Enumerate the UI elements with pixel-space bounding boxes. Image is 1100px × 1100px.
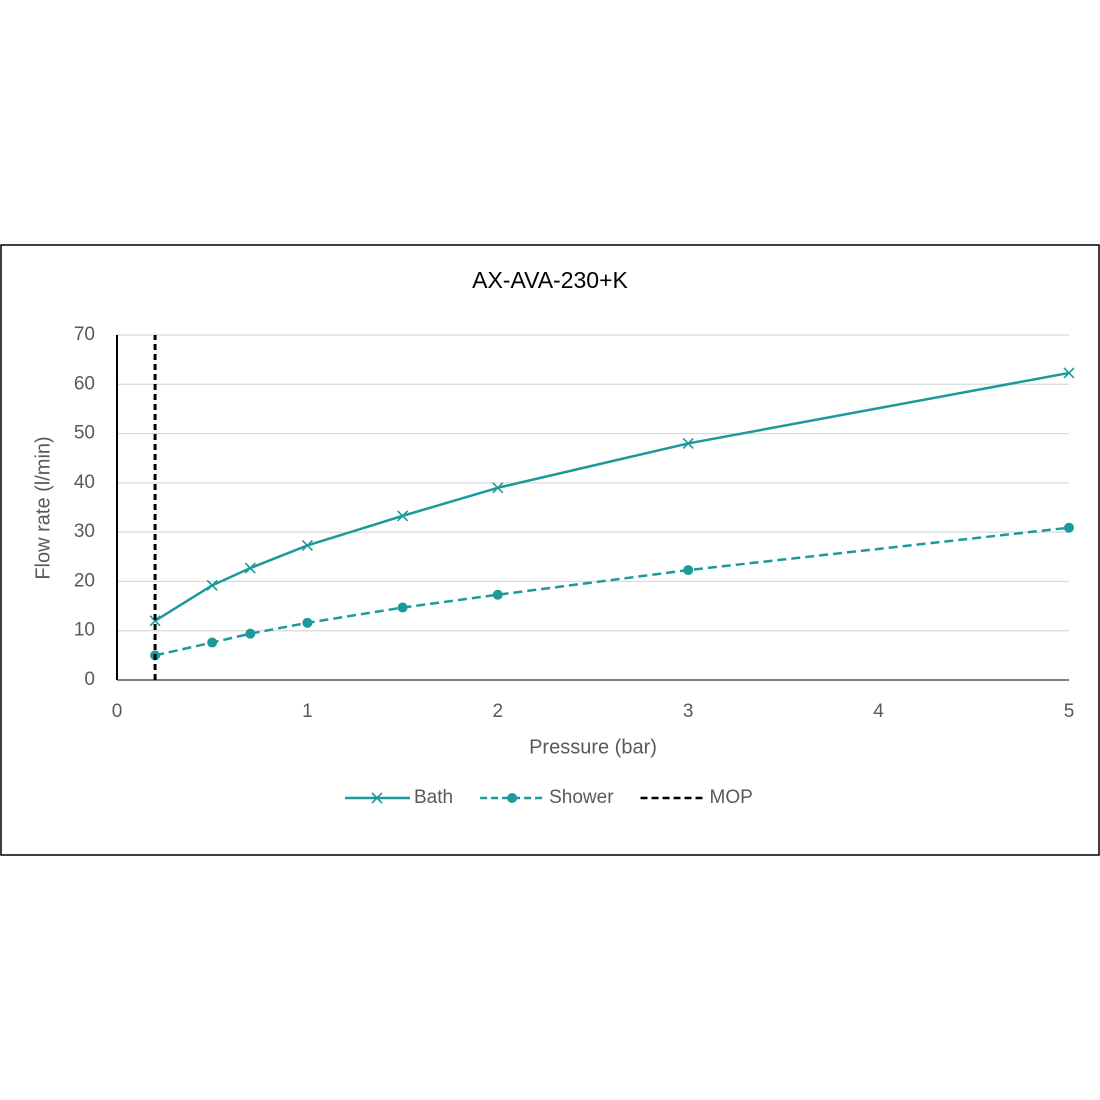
legend-item: MOP [640,787,753,808]
x-tick-label: 1 [302,701,313,722]
x-tick-label: 4 [873,701,884,722]
legend-item: Shower [480,787,614,808]
marker [397,602,408,613]
marker [1063,367,1075,379]
legend-label: Bath [414,787,453,808]
marker [507,793,518,803]
y-tick-label: 10 [74,620,95,641]
x-tick-label: 5 [1064,701,1075,722]
y-tick-label: 20 [74,570,95,591]
marker [683,565,694,576]
x-tick-label: 2 [493,701,504,722]
marker [245,628,256,639]
marker [301,539,313,552]
y-tick-label: 70 [74,324,95,345]
chart-frame [0,244,1100,856]
marker [682,437,694,449]
marker [149,615,161,627]
x-axis-label: Pressure (bar) [529,736,657,758]
y-tick-label: 40 [74,472,95,493]
y-tick-label: 50 [74,423,95,444]
x-tick-label: 0 [112,701,123,722]
marker [207,637,218,648]
marker [302,617,313,628]
marker [244,562,256,574]
y-tick-label: 0 [84,669,95,690]
y-tick-label: 30 [74,521,95,542]
chart-title: AX-AVA-230+K [472,267,628,293]
y-axis-label: Flow rate (l/min) [32,436,54,579]
marker [1064,522,1074,533]
x-tick-label: 3 [683,701,694,722]
marker [206,579,218,591]
marker [492,589,503,600]
y-tick-label: 60 [74,373,95,394]
series-line [154,526,1070,657]
series-line [154,371,1070,622]
legend-label: MOP [710,787,753,808]
marker [397,510,409,522]
marker [492,482,504,494]
marker [371,792,383,804]
legend-label: Shower [549,787,614,808]
